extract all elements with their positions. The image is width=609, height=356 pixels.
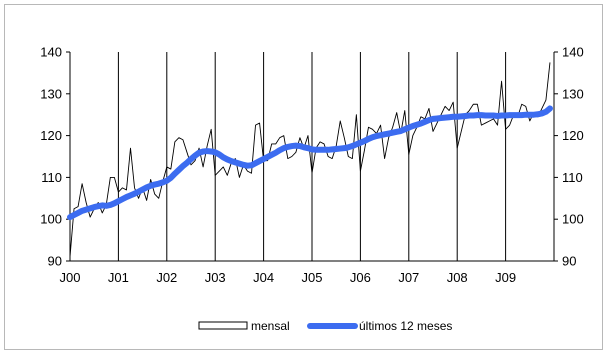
legend-swatch-mensal xyxy=(198,321,248,330)
y-tick-label: 140 xyxy=(40,45,62,60)
y-tick-label: 120 xyxy=(40,128,62,143)
y-axis-left: 90 100 110 120 130 140 xyxy=(40,45,62,269)
legend-label-mensal: mensal xyxy=(251,319,290,333)
y-tick-label: 120 xyxy=(562,128,584,143)
x-tick-label: J00 xyxy=(60,270,81,285)
series-line-mensal xyxy=(69,62,551,257)
x-tick-label: J02 xyxy=(156,270,177,285)
y-tick-label: 110 xyxy=(41,170,62,185)
x-tick-label: J01 xyxy=(108,270,129,285)
y-tick-label: 90 xyxy=(48,254,62,269)
y-tick-label: 100 xyxy=(40,212,62,227)
x-tick-label: J05 xyxy=(302,270,323,285)
x-tick-label: J07 xyxy=(398,270,419,285)
vertical-gridlines xyxy=(117,52,507,261)
y-tick-label: 130 xyxy=(40,86,62,101)
y-tick-label: 110 xyxy=(562,170,583,185)
x-tick-label: J06 xyxy=(350,270,371,285)
y-tick-label: 140 xyxy=(562,45,584,60)
y-tick-label: 100 xyxy=(562,212,584,227)
x-tick-label: J08 xyxy=(447,270,468,285)
x-tick-label: J09 xyxy=(495,270,516,285)
x-axis: J00 J01 J02 J03 J04 J05 J06 J07 J08 J09 xyxy=(60,270,517,285)
x-tick-label: J03 xyxy=(205,270,226,285)
y-axis-right: 90 100 110 120 130 140 xyxy=(562,45,584,269)
legend-label-ultimos-12-meses: últimos 12 meses xyxy=(359,319,452,333)
plot-axes xyxy=(66,51,558,262)
y-tick-label: 130 xyxy=(562,86,584,101)
series-line-ultimos-12-meses xyxy=(67,105,553,221)
x-tick-label: J04 xyxy=(253,270,274,285)
chart-frame xyxy=(4,4,603,350)
series-layer xyxy=(67,62,553,257)
legend: mensal últimos 12 meses xyxy=(198,319,452,333)
y-tick-label: 90 xyxy=(562,254,576,269)
